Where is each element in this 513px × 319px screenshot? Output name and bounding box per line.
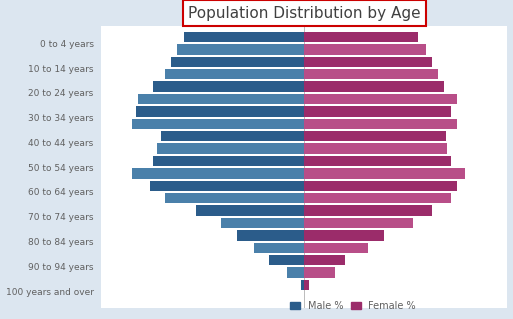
- Bar: [304, 181, 457, 191]
- Bar: [304, 69, 438, 79]
- Bar: [304, 255, 345, 265]
- Bar: [221, 218, 304, 228]
- Bar: [304, 106, 451, 117]
- Bar: [132, 168, 304, 179]
- Bar: [236, 230, 304, 241]
- Bar: [304, 242, 368, 253]
- Bar: [304, 32, 419, 42]
- Bar: [138, 94, 304, 104]
- Bar: [304, 131, 445, 141]
- Bar: [176, 44, 304, 55]
- Bar: [304, 81, 444, 92]
- Bar: [304, 57, 432, 67]
- Bar: [254, 242, 304, 253]
- Bar: [304, 280, 309, 290]
- Bar: [165, 193, 304, 204]
- Bar: [304, 119, 457, 129]
- Bar: [171, 57, 304, 67]
- Bar: [150, 181, 304, 191]
- Bar: [304, 218, 412, 228]
- Title: Population Distribution by Age: Population Distribution by Age: [188, 5, 421, 20]
- Bar: [153, 81, 304, 92]
- Bar: [287, 267, 304, 278]
- Bar: [304, 156, 451, 166]
- Bar: [304, 44, 426, 55]
- Bar: [132, 119, 304, 129]
- Bar: [196, 205, 304, 216]
- Bar: [304, 230, 384, 241]
- Bar: [184, 32, 304, 42]
- Bar: [269, 255, 304, 265]
- Bar: [304, 168, 465, 179]
- Bar: [301, 280, 304, 290]
- Bar: [165, 69, 304, 79]
- Bar: [161, 131, 304, 141]
- Bar: [304, 193, 451, 204]
- Bar: [136, 106, 304, 117]
- Legend: Male %, Female %: Male %, Female %: [286, 297, 420, 315]
- Bar: [157, 143, 304, 154]
- Bar: [304, 267, 336, 278]
- Bar: [304, 143, 447, 154]
- Bar: [153, 156, 304, 166]
- Bar: [304, 205, 432, 216]
- Bar: [304, 94, 457, 104]
